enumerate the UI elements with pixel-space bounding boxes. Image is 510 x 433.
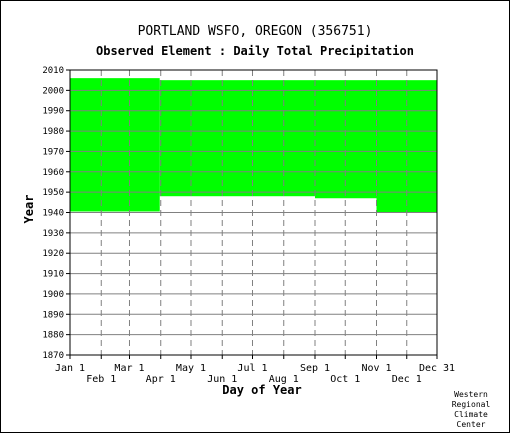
- y-tick-label: 1890: [42, 310, 64, 320]
- coverage-bar: [159, 80, 316, 197]
- x-tick-label: Aug 1: [269, 374, 299, 385]
- y-tick-label: 1950: [42, 188, 64, 198]
- y-tick-label: 1930: [42, 229, 64, 239]
- coverage-bar: [129, 78, 160, 212]
- x-tick-label: Feb 1: [86, 374, 116, 385]
- y-tick-label: 1870: [42, 351, 64, 361]
- y-axis-label: Year: [22, 195, 36, 224]
- y-tick-label: 1990: [42, 107, 64, 117]
- x-tick-label: Jan 1: [55, 363, 85, 374]
- coverage-bar: [70, 78, 130, 212]
- x-axis-label: Day of Year: [222, 383, 301, 397]
- y-tick-label: 1960: [42, 168, 64, 178]
- chart-subtitle: Observed Element : Daily Total Precipita…: [96, 44, 414, 58]
- y-tick-label: 2010: [42, 66, 64, 76]
- y-tick-label: 1910: [42, 270, 64, 280]
- credit-line: Center: [456, 420, 486, 429]
- credit-text: Western Regional Climate Center: [440, 390, 502, 430]
- y-tick-label: 1940: [42, 209, 64, 219]
- credit-line: Western: [454, 390, 488, 399]
- x-tick-label: Nov 1: [361, 363, 391, 374]
- x-tick-label: May 1: [176, 363, 206, 374]
- plot-border: [69, 69, 438, 356]
- x-tick-label: Mar 1: [114, 363, 144, 374]
- y-tick-label: 1920: [42, 249, 64, 259]
- y-tick-label: 2000: [42, 86, 64, 96]
- coverage-bars: [70, 78, 437, 213]
- chart-title: PORTLAND WSFO, OREGON (356751): [137, 24, 373, 39]
- y-tick-label: 1900: [42, 290, 64, 300]
- x-tick-label: Apr 1: [146, 374, 176, 385]
- x-tick-label: Dec 1: [392, 374, 422, 385]
- y-tick-label: 1980: [42, 127, 64, 137]
- credit-line: Climate: [454, 410, 488, 419]
- y-tick-label: 1880: [42, 331, 64, 341]
- coverage-bar: [315, 80, 377, 199]
- x-tick-label: Oct 1: [330, 374, 360, 385]
- x-tick-label: Jul 1: [237, 363, 267, 374]
- credit-line: Regional: [451, 400, 491, 409]
- x-tick-label: Dec 31: [419, 363, 455, 374]
- y-tick-label: 1970: [42, 147, 64, 157]
- x-tick-label: Sep 1: [300, 363, 330, 374]
- x-tick-label: Jun 1: [207, 374, 237, 385]
- y-tick-labels: 1870 1880 1890 1900 1910 1920 1930 1940 1950 1960…: [42, 66, 64, 361]
